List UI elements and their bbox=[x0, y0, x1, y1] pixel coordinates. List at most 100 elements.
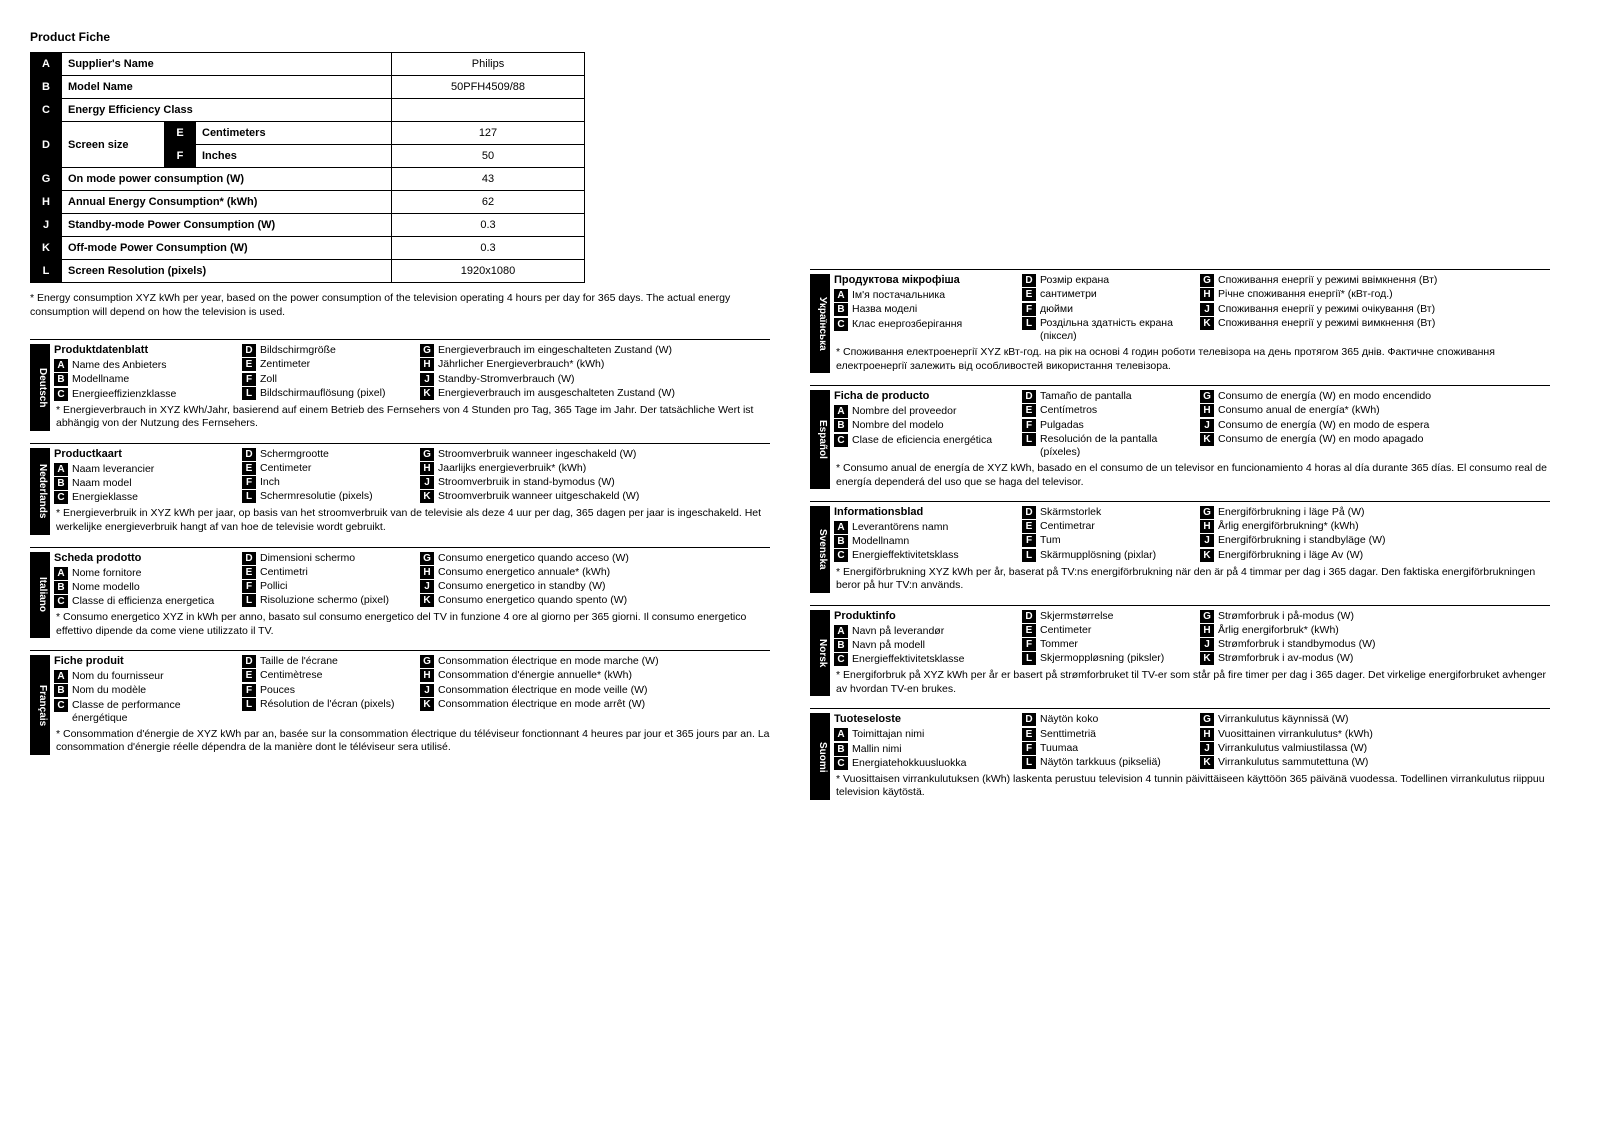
definition-text: Energieverbrauch im eingeschalteten Zust… bbox=[438, 344, 672, 357]
definition-text: Centimetri bbox=[260, 566, 308, 579]
letter-box: F bbox=[242, 373, 256, 386]
definition-item: HJaarlijks energieverbruik* (kWh) bbox=[420, 462, 760, 475]
letter-box: G bbox=[420, 655, 434, 668]
definition-text: Schermgrootte bbox=[260, 448, 329, 461]
definition-text: Pulgadas bbox=[1040, 419, 1084, 432]
product-fiche-table: A Supplier's Name Philips B Model Name 5… bbox=[30, 52, 585, 283]
letter-box: E bbox=[1022, 728, 1036, 741]
block-footnote: * Energiförbrukning XYZ kWh per år, base… bbox=[834, 566, 1550, 593]
letter-box: L bbox=[242, 387, 256, 400]
definition-text: Modellname bbox=[72, 373, 129, 386]
definition-text: Årlig energiförbrukning* (kWh) bbox=[1218, 520, 1359, 533]
definition-text: Taille de l'écrane bbox=[260, 655, 338, 668]
language-block: SvenskaInformationsbladALeverantörens na… bbox=[810, 501, 1550, 599]
language-tab: Norsk bbox=[810, 610, 830, 697]
letter-box: G bbox=[1200, 506, 1214, 519]
definition-item: JStrømforbruk i standbymodus (W) bbox=[1200, 638, 1540, 651]
row-label: On mode power consumption (W) bbox=[62, 168, 392, 191]
letter-box: H bbox=[1200, 624, 1214, 637]
definition-text: Річне споживання енергії* (кВт-год.) bbox=[1218, 288, 1393, 301]
definition-item: BMallin nimi bbox=[834, 743, 1014, 756]
letter-box: K bbox=[420, 387, 434, 400]
definition-text: Bildschirmauflösung (pixel) bbox=[260, 387, 385, 400]
definition-item: AToimittajan nimi bbox=[834, 728, 1014, 741]
letter-box: A bbox=[834, 405, 848, 418]
definition-item: KStroomverbruik wanneer uitgeschakeld (W… bbox=[420, 490, 760, 503]
letter-box: C bbox=[834, 549, 848, 562]
definition-text: Consumo anual de energía* (kWh) bbox=[1218, 404, 1380, 417]
block-footnote: * Consumo energetico XYZ in kWh per anno… bbox=[54, 611, 770, 638]
row-value: 0.3 bbox=[392, 237, 585, 260]
definition-text: Energiförbrukning i standbyläge (W) bbox=[1218, 534, 1386, 547]
definition-text: Strømforbruk i standbymodus (W) bbox=[1218, 638, 1376, 651]
definition-item: DSkärmstorlek bbox=[1022, 506, 1192, 519]
definition-text: Senttimetriä bbox=[1040, 728, 1096, 741]
language-tab: Nederlands bbox=[30, 448, 50, 535]
definition-text: Centimeter bbox=[260, 462, 311, 475]
row-label: Screen size bbox=[62, 122, 165, 168]
language-tab: Svenska bbox=[810, 506, 830, 593]
letter-box: G bbox=[420, 552, 434, 565]
language-block: УкраїнськаПродуктова мікрофішаAІм'я пост… bbox=[810, 269, 1550, 379]
definition-text: Strømforbruk i av-modus (W) bbox=[1218, 652, 1353, 665]
letter-box: B bbox=[54, 581, 68, 594]
row-label: Energy Efficiency Class bbox=[62, 99, 392, 122]
definition-item: CEnergieeffizienzklasse bbox=[54, 388, 234, 401]
block-title: Fiche produit bbox=[54, 655, 234, 667]
letter-box: G bbox=[1200, 610, 1214, 623]
definition-item: DDimensioni schermo bbox=[242, 552, 412, 565]
language-block: SuomiTuoteselosteAToimittajan nimiBMalli… bbox=[810, 708, 1550, 806]
letter-box: F bbox=[1022, 303, 1036, 316]
letter-box: E bbox=[242, 566, 256, 579]
definition-text: Zoll bbox=[260, 373, 277, 386]
definition-item: HJährlicher Energieverbrauch* (kWh) bbox=[420, 358, 760, 371]
block-footnote: * Energieverbruik in XYZ kWh per jaar, o… bbox=[54, 507, 770, 534]
row-value: 43 bbox=[392, 168, 585, 191]
definition-text: Skärmstorlek bbox=[1040, 506, 1101, 519]
definition-text: Nom du modèle bbox=[72, 684, 146, 697]
letter-box: H bbox=[1200, 288, 1214, 301]
language-tab: Español bbox=[810, 390, 830, 489]
definition-text: Schermresolutie (pixels) bbox=[260, 490, 373, 503]
definition-item: LResolución de la pantalla (píxeles) bbox=[1022, 433, 1192, 459]
definition-text: дюйми bbox=[1040, 303, 1073, 316]
definition-text: Pollici bbox=[260, 580, 287, 593]
letter-box: H bbox=[420, 669, 434, 682]
letter-box: C bbox=[834, 757, 848, 770]
letter-box: F bbox=[1022, 638, 1036, 651]
letter-box: J bbox=[420, 476, 434, 489]
definition-text: Inch bbox=[260, 476, 280, 489]
definition-text: Pouces bbox=[260, 684, 295, 697]
definition-item: JConsumo energetico in standby (W) bbox=[420, 580, 760, 593]
letter-box: K bbox=[1200, 433, 1214, 446]
definition-text: Nome modello bbox=[72, 581, 140, 594]
definition-text: Consommation d'énergie annuelle* (kWh) bbox=[438, 669, 632, 682]
definition-text: Tommer bbox=[1040, 638, 1078, 651]
definition-item: GEnergieverbrauch im eingeschalteten Zus… bbox=[420, 344, 760, 357]
definition-item: DTaille de l'écrane bbox=[242, 655, 412, 668]
letter-box: K bbox=[1200, 756, 1214, 769]
definition-text: Energieffektivitetsklasse bbox=[852, 653, 964, 666]
block-footnote: * Споживання електроенергії XYZ кВт-год.… bbox=[834, 346, 1550, 373]
definition-text: Skjermoppløsning (piksler) bbox=[1040, 652, 1164, 665]
row-letter: J bbox=[31, 214, 62, 237]
definition-item: KConsommation électrique en mode arrêt (… bbox=[420, 698, 760, 711]
definition-item: KEnergieverbrauch im ausgeschalteten Zus… bbox=[420, 387, 760, 400]
definition-text: Consumo energetico quando acceso (W) bbox=[438, 552, 629, 565]
letter-box: H bbox=[420, 462, 434, 475]
definition-text: Роздільна здатність екрана (піксел) bbox=[1040, 317, 1192, 343]
block-footnote: * Consommation d'énergie de XYZ kWh par … bbox=[54, 728, 770, 755]
row-label: Supplier's Name bbox=[62, 53, 392, 76]
definition-text: Nombre del modelo bbox=[852, 419, 944, 432]
right-language-column: УкраїнськаПродуктова мікрофішаAІм'я пост… bbox=[810, 269, 1550, 806]
letter-box: J bbox=[420, 684, 434, 697]
definition-text: Споживання енергії у режимі вимкнення (В… bbox=[1218, 317, 1435, 330]
block-title: Ficha de producto bbox=[834, 390, 1014, 402]
definition-item: LRésolution de l'écran (pixels) bbox=[242, 698, 412, 711]
definition-text: Vuosittainen virrankulutus* (kWh) bbox=[1218, 728, 1373, 741]
definition-text: Centimetrar bbox=[1040, 520, 1095, 533]
definition-text: Résolution de l'écran (pixels) bbox=[260, 698, 395, 711]
letter-box: B bbox=[834, 303, 848, 316]
row-label: Inches bbox=[196, 145, 392, 168]
definition-text: Navn på modell bbox=[852, 639, 925, 652]
